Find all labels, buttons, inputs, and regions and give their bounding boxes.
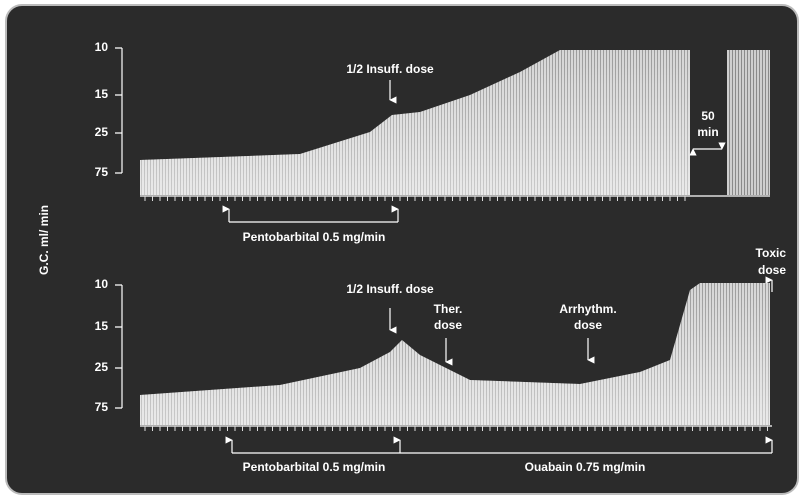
infusion-label: Pentobarbital 0.5 mg/min xyxy=(243,460,386,474)
y-tick-label: 15 xyxy=(95,319,109,333)
y-tick-label: 25 xyxy=(95,360,109,374)
annotation: Ther. xyxy=(434,302,463,316)
annotation: Toxic xyxy=(756,246,787,260)
y-axis-label: G.C. ml/ min xyxy=(37,205,51,275)
infusion-label: Pentobarbital 0.5 mg/min xyxy=(243,230,386,244)
annotation: 1/2 Insuff. dose xyxy=(346,282,434,296)
annotation: min xyxy=(697,125,718,139)
annotation: 50 xyxy=(701,109,715,123)
y-tick-label: 75 xyxy=(95,400,109,414)
y-tick-label: 75 xyxy=(95,165,109,179)
annotation: dose xyxy=(434,318,462,332)
trace xyxy=(727,50,770,195)
y-tick-label: 10 xyxy=(95,277,109,291)
y-tick-label: 25 xyxy=(95,125,109,139)
infusion-label: Ouabain 0.75 mg/min xyxy=(525,460,646,474)
y-tick-label: 10 xyxy=(95,40,109,54)
annotation: dose xyxy=(758,263,786,277)
figure: G.C. ml/ min 10 15 25 75 1/2 Insuff. dos… xyxy=(0,0,804,499)
y-tick-label: 15 xyxy=(95,87,109,101)
annotation: Arrhythm. xyxy=(559,302,616,316)
annotation: dose xyxy=(574,318,602,332)
annotation: 1/2 Insuff. dose xyxy=(346,62,434,76)
